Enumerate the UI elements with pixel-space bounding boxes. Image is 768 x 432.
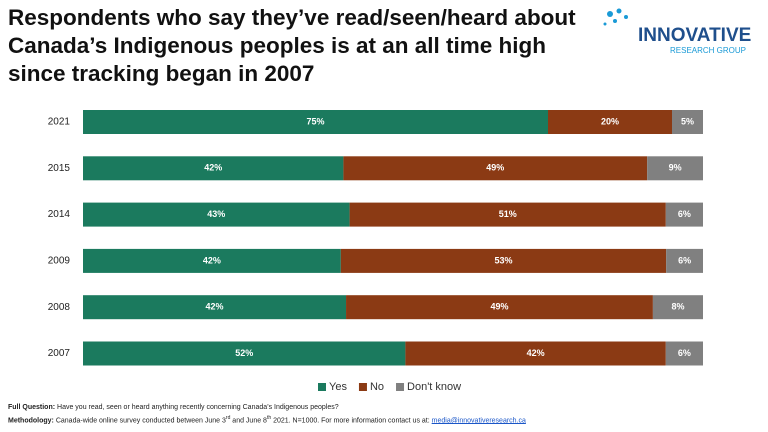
y-tick-label: 2008: [48, 302, 71, 313]
data-label: 6%: [678, 209, 691, 219]
legend-swatch: [396, 383, 405, 391]
footer-sup: rd: [225, 415, 231, 421]
data-label: 49%: [490, 302, 508, 312]
bar-segment: [83, 295, 347, 320]
chart-title: Respondents who say they’ve read/seen/he…: [8, 5, 576, 86]
data-label: 75%: [306, 116, 324, 126]
email-link[interactable]: media@innovativeresearch.ca: [431, 417, 526, 425]
bar-segment: [665, 341, 703, 366]
logo-sub: RESEARCH GROUP: [670, 46, 746, 55]
footer-method: Methodology: Canada-wide online survey c…: [8, 415, 526, 424]
data-label: 20%: [601, 116, 619, 126]
legend-label: Yes: [329, 381, 347, 393]
legend-label: Don't know: [407, 381, 461, 393]
footer-label: Methodology:: [8, 417, 54, 425]
data-label: 42%: [527, 348, 545, 358]
footer-text: Canada-wide online survey conducted betw…: [55, 417, 226, 425]
legend-swatch: [318, 383, 326, 391]
data-label: 42%: [203, 255, 221, 265]
y-tick-label: 2015: [48, 163, 71, 174]
data-label: 49%: [486, 163, 504, 173]
data-label: 6%: [678, 348, 691, 358]
data-label: 53%: [494, 255, 512, 265]
y-tick-label: 2014: [48, 209, 71, 220]
bar-segment: [83, 156, 344, 181]
bar-segment: [647, 156, 703, 181]
bar-segment: [665, 202, 703, 227]
data-label: 42%: [206, 302, 224, 312]
chart: 2021 75% 20% 5% 2015 42% 49% 9% 2014 43% 51% 6% 2009…: [48, 110, 703, 393]
footer-text: and June 8: [230, 417, 267, 425]
bar-segment: [83, 248, 341, 273]
footer-sup: th: [266, 415, 272, 421]
bar-segment: [340, 248, 667, 273]
data-label: 51%: [499, 209, 517, 219]
data-label: 9%: [669, 163, 682, 173]
y-tick-label: 2021: [48, 117, 71, 128]
bar-segment: [343, 156, 648, 181]
bar-segment: [83, 341, 406, 366]
y-tick-label: 2007: [48, 348, 71, 359]
bar-segment: [349, 202, 666, 227]
y-tick-label: 2009: [48, 256, 71, 267]
logo-dot: [613, 19, 617, 23]
bar-segment: [346, 295, 653, 320]
bar-segment: [548, 110, 672, 134]
data-label: 42%: [204, 163, 222, 173]
legend-swatch: [358, 383, 367, 391]
footer-label: Full Question:: [8, 404, 56, 411]
bar-segment: [652, 295, 703, 320]
footer-question: Full Question: Have you read, seen or he…: [8, 404, 339, 411]
data-label: 6%: [678, 255, 691, 265]
logo-dot: [624, 15, 628, 19]
data-label: 43%: [207, 209, 225, 219]
legend-label: No: [370, 381, 384, 393]
logo-dot: [603, 22, 607, 26]
bar-segment: [83, 202, 350, 227]
logo: INNOVATIVE RESEARCH GROUP: [603, 8, 751, 55]
bar-segment: [83, 110, 548, 134]
logo-dot: [607, 11, 613, 17]
logo-dot: [616, 8, 622, 14]
data-label: 8%: [671, 302, 684, 312]
footer-text: 2021. N=1000. For more information conta…: [271, 417, 432, 425]
bar-segment: [672, 110, 703, 134]
data-label: 52%: [235, 348, 253, 358]
bar-segment: [405, 341, 666, 366]
bar-segment: [666, 248, 703, 273]
logo-name: INNOVATIVE: [638, 25, 751, 46]
data-label: 5%: [681, 116, 694, 126]
footer-text: Have you read, seen or heard anything re…: [57, 404, 339, 411]
